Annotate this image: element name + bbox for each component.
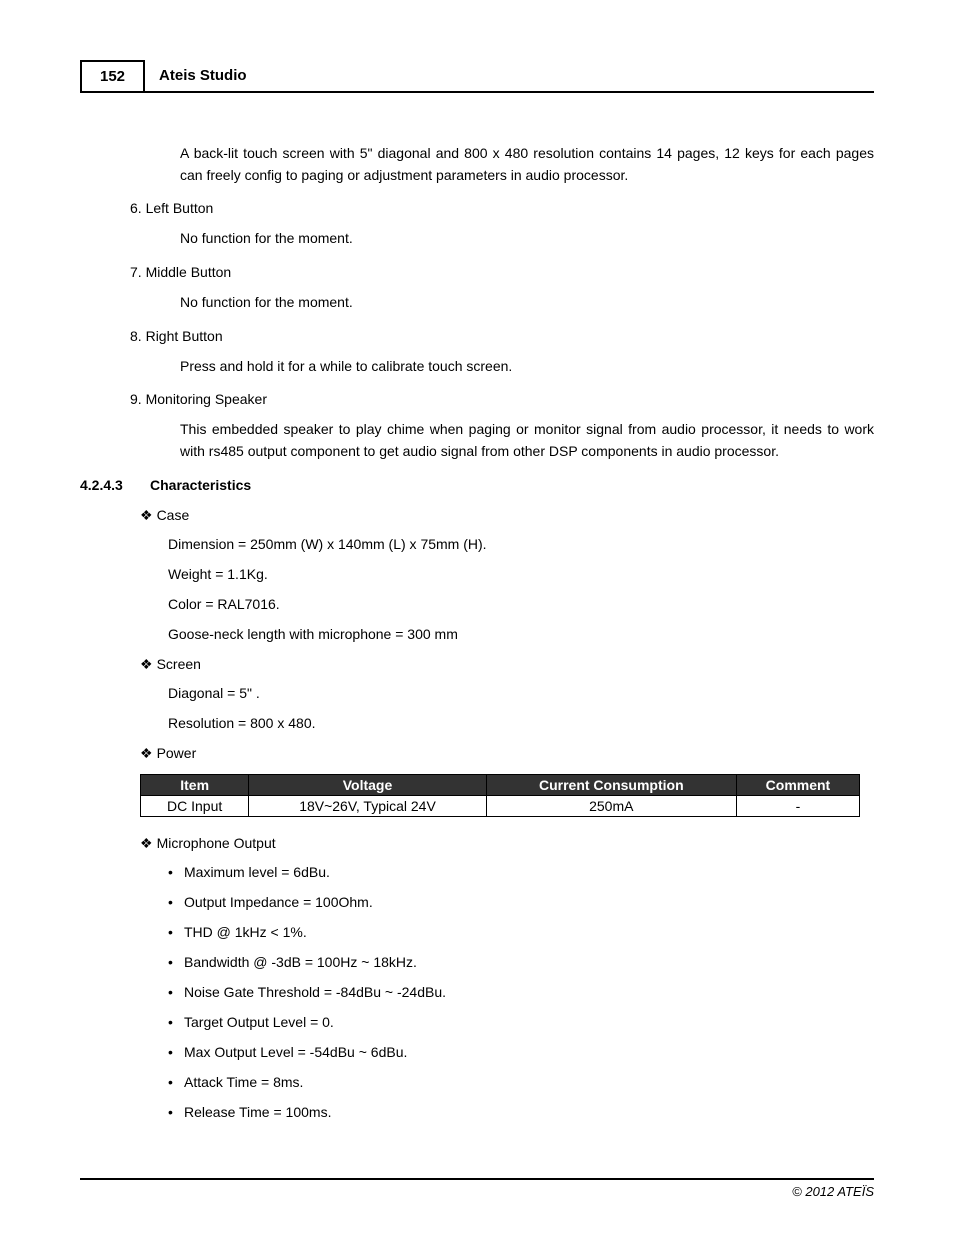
item-body: This embedded speaker to play chime when… (150, 419, 874, 462)
page-number: 152 (80, 60, 145, 91)
col-item: Item (141, 774, 249, 795)
item-title: Middle Button (146, 264, 232, 280)
intro-paragraph: A back-lit touch screen with 5" diagonal… (150, 143, 874, 186)
item-number: 8. (130, 328, 142, 344)
cell-voltage: 18V~26V, Typical 24V (249, 795, 486, 816)
mic-label: Microphone Output (140, 835, 874, 852)
item-body: No function for the moment. (150, 228, 874, 250)
mic-bandwidth: Bandwidth @ -3dB = 100Hz ~ 18kHz. (184, 954, 874, 970)
screen-diagonal: Diagonal = 5" . (150, 685, 874, 701)
item-title: Right Button (146, 328, 223, 344)
mic-attack: Attack Time = 8ms. (184, 1074, 874, 1090)
section-number: 4.2.4.3 (80, 477, 150, 493)
section-title: Characteristics (150, 477, 251, 493)
item-number: 7. (130, 264, 142, 280)
case-color: Color = RAL7016. (150, 596, 874, 612)
case-gooseneck: Goose-neck length with microphone = 300 … (150, 626, 874, 642)
item-body: Press and hold it for a while to calibra… (150, 356, 874, 378)
case-weight: Weight = 1.1Kg. (150, 566, 874, 582)
page-header: 152 Ateis Studio (80, 60, 874, 93)
table-row: DC Input 18V~26V, Typical 24V 250mA - (141, 795, 860, 816)
header-title: Ateis Studio (145, 61, 261, 90)
mic-max-level: Maximum level = 6dBu. (184, 864, 874, 880)
item-number: 9. (130, 391, 142, 407)
mic-release: Release Time = 100ms. (184, 1104, 874, 1120)
col-comment: Comment (736, 774, 859, 795)
mic-output-list: Maximum level = 6dBu. Output Impedance =… (150, 864, 874, 1120)
page-footer: © 2012 ATEÏS (80, 1178, 874, 1199)
mic-noise-gate: Noise Gate Threshold = -84dBu ~ -24dBu. (184, 984, 874, 1000)
item-9: 9. Monitoring Speaker This embedded spea… (150, 391, 874, 462)
item-title: Left Button (146, 200, 214, 216)
mic-thd: THD @ 1kHz < 1%. (184, 924, 874, 940)
table-header-row: Item Voltage Current Consumption Comment (141, 774, 860, 795)
col-voltage: Voltage (249, 774, 486, 795)
case-label: Case (140, 507, 874, 524)
item-8: 8. Right Button Press and hold it for a … (150, 328, 874, 378)
item-title: Monitoring Speaker (146, 391, 267, 407)
screen-label: Screen (140, 656, 874, 673)
mic-target-level: Target Output Level = 0. (184, 1014, 874, 1030)
section-heading: 4.2.4.3 Characteristics (80, 477, 874, 493)
item-number: 6. (130, 200, 142, 216)
col-current: Current Consumption (486, 774, 736, 795)
cell-item: DC Input (141, 795, 249, 816)
item-6: 6. Left Button No function for the momen… (150, 200, 874, 250)
item-7: 7. Middle Button No function for the mom… (150, 264, 874, 314)
power-table: Item Voltage Current Consumption Comment… (140, 774, 860, 817)
item-body: No function for the moment. (150, 292, 874, 314)
cell-current: 250mA (486, 795, 736, 816)
cell-comment: - (736, 795, 859, 816)
mic-impedance: Output Impedance = 100Ohm. (184, 894, 874, 910)
screen-resolution: Resolution = 800 x 480. (150, 715, 874, 731)
mic-max-output: Max Output Level = -54dBu ~ 6dBu. (184, 1044, 874, 1060)
case-dimension: Dimension = 250mm (W) x 140mm (L) x 75mm… (150, 536, 874, 552)
power-label: Power (140, 745, 874, 762)
